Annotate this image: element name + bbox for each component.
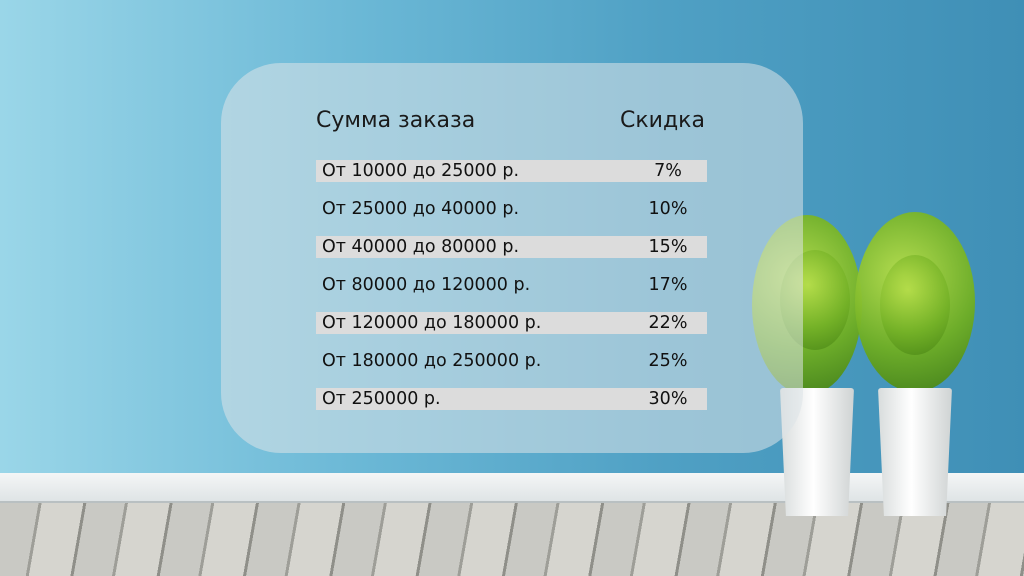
table-row: От 250000 р. 30% [316,388,707,410]
discount-cell: 7% [654,161,682,181]
discount-cell: 15% [648,237,688,257]
plant-pot [878,388,952,516]
discount-cell: 22% [648,313,688,333]
amount-cell: От 80000 до 120000 р. [322,275,531,295]
amount-cell: От 40000 до 80000 р. [322,237,520,257]
header-amount: Сумма заказа [316,108,476,133]
table-row: От 120000 до 180000 р. 22% [316,312,707,334]
baseboard [0,473,1024,503]
discount-cell: 17% [648,275,688,295]
amount-cell: От 25000 до 40000 р. [322,199,520,219]
discount-cell: 25% [648,351,688,371]
table-row: От 80000 до 120000 р. 17% [316,274,707,296]
wooden-floor [0,503,1024,576]
table-row: От 40000 до 80000 р. 15% [316,236,707,258]
amount-cell: От 180000 до 250000 р. [322,351,542,371]
header-discount: Скидка [620,108,705,133]
discount-cell: 30% [648,389,688,409]
table-row: От 180000 до 250000 р. 25% [316,350,707,372]
table-row: От 10000 до 25000 р. 7% [316,160,707,182]
discount-cell: 10% [648,199,688,219]
amount-cell: От 10000 до 25000 р. [322,161,520,181]
amount-cell: От 120000 до 180000 р. [322,313,542,333]
table-row: От 25000 до 40000 р. 10% [316,198,707,220]
amount-cell: От 250000 р. [322,389,441,409]
